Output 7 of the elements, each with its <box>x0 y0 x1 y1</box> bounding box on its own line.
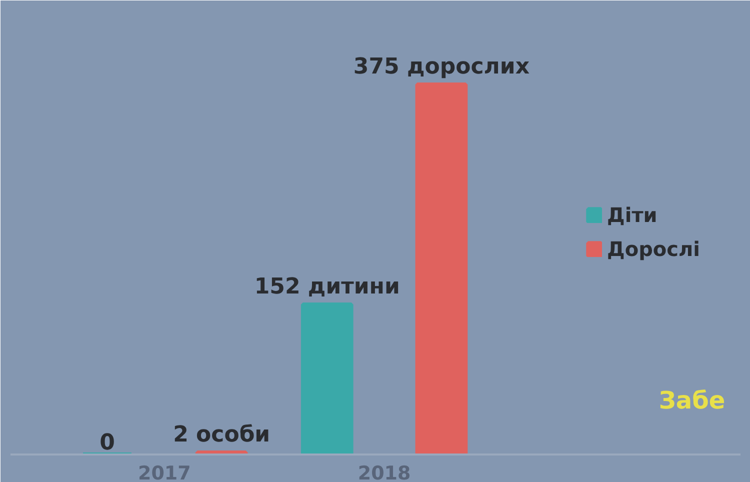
data-label: 152 дитини <box>254 274 400 300</box>
data-label: 2 особи <box>173 422 270 448</box>
data-label: 0 <box>100 430 115 456</box>
legend-label: Діти <box>607 203 658 227</box>
data-label: 375 дорослих <box>353 54 530 80</box>
text: Забе <box>658 386 726 414</box>
legend-label: Дорослі <box>607 237 700 261</box>
